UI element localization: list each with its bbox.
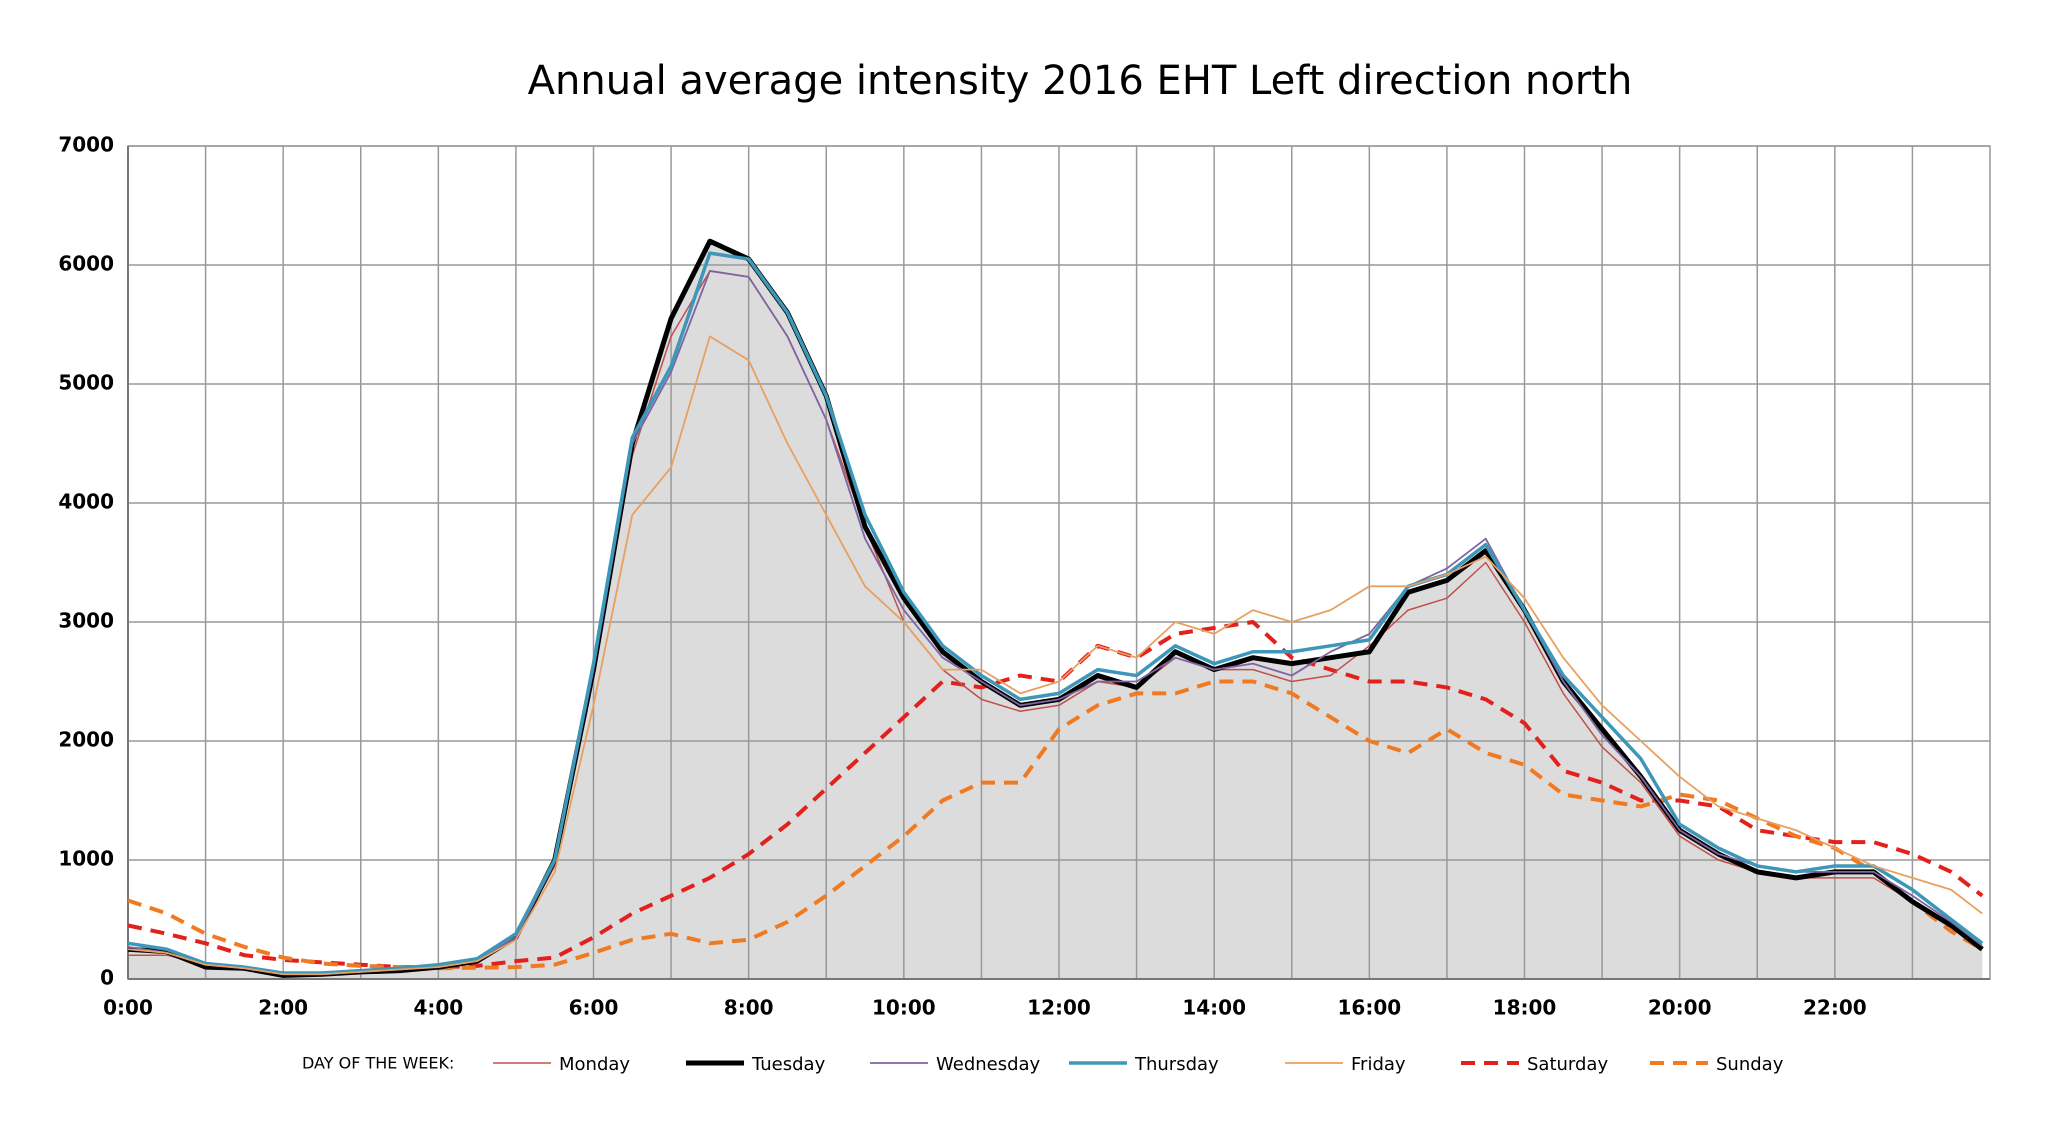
- chart-title: Annual average intensity 2016 EHT Left d…: [528, 58, 1633, 104]
- legend-label: Friday: [1351, 1054, 1406, 1075]
- y-tick-label: 4000: [58, 490, 114, 514]
- series-line: [127, 251, 1984, 975]
- x-tick-label: 20:00: [1648, 996, 1712, 1020]
- x-tick-label: 6:00: [569, 996, 619, 1020]
- x-tick-label: 4:00: [413, 996, 463, 1020]
- x-tick-label: 8:00: [724, 996, 774, 1020]
- x-tick-label: 16:00: [1337, 996, 1401, 1020]
- series-line: [127, 679, 1984, 971]
- legend-label: Thursday: [1134, 1054, 1219, 1075]
- legend-label: Tuesday: [751, 1054, 826, 1075]
- y-tick-label: 7000: [58, 133, 114, 157]
- x-tick-label: 14:00: [1182, 996, 1246, 1020]
- series-line: [127, 620, 1984, 970]
- x-tick-label: 22:00: [1803, 996, 1867, 1020]
- legend-title: DAY OF THE WEEK:: [302, 1054, 454, 1073]
- x-tick-label: 0:00: [103, 996, 153, 1020]
- y-tick-label: 1000: [58, 847, 114, 871]
- y-tick-label: 3000: [58, 609, 114, 633]
- legend-label: Wednesday: [936, 1054, 1041, 1075]
- y-tick-label: 2000: [58, 728, 114, 752]
- y-tick-label: 5000: [58, 371, 114, 395]
- series-line: [127, 335, 1983, 976]
- x-tick-label: 2:00: [258, 996, 308, 1020]
- area: [128, 241, 1983, 979]
- legend-label: Monday: [559, 1054, 630, 1075]
- legend-label: Sunday: [1716, 1054, 1784, 1075]
- y-tick-label: 0: [100, 966, 114, 990]
- y-tick-label: 6000: [58, 252, 114, 276]
- x-tick-label: 10:00: [872, 996, 936, 1020]
- legend-label: Saturday: [1527, 1054, 1608, 1075]
- x-tick-label: 18:00: [1493, 996, 1557, 1020]
- x-tick-label: 12:00: [1027, 996, 1091, 1020]
